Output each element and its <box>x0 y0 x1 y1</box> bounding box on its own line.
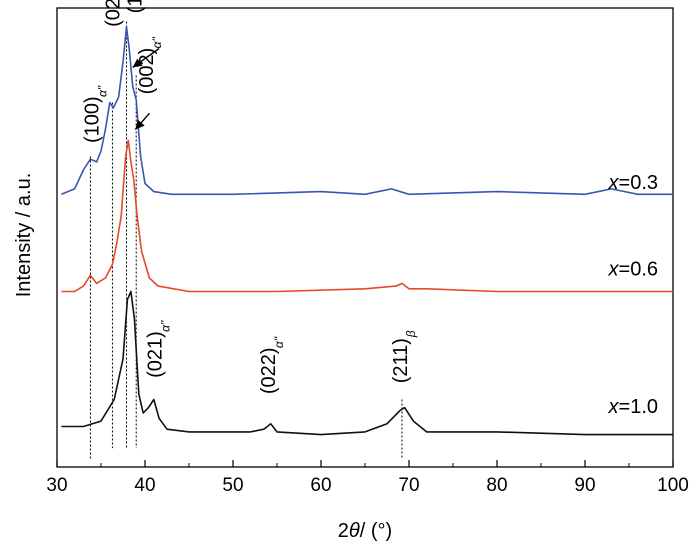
peak-label-text: (021) <box>145 331 167 378</box>
series-line <box>61 26 673 196</box>
y-axis-label: Intensity / a.u. <box>13 173 35 298</box>
peak-label-text: (100) <box>125 0 147 13</box>
x-tick-label: 90 <box>574 475 595 496</box>
series-label-value: =0.3 <box>619 172 658 194</box>
arrow-head <box>135 119 145 130</box>
series-labels: x=0.3x=0.6x=1.0 <box>608 172 658 418</box>
peak-label-text: (020) <box>103 0 125 27</box>
series-group <box>61 26 673 436</box>
peak-label-subscript: α" <box>159 320 173 332</box>
series-line <box>61 290 673 436</box>
x-tick-label: 40 <box>134 475 155 496</box>
series-label-value: =1.0 <box>619 396 658 418</box>
series-label-value: =0.6 <box>619 258 658 280</box>
peak-label-text: (022) <box>258 347 280 394</box>
peak-label-subscript: α" <box>150 37 164 49</box>
x-tick-label: 70 <box>398 475 419 496</box>
peak-label: (100)β <box>125 0 147 13</box>
peak-label-text: (211) <box>390 338 412 383</box>
series-label: x=0.3 <box>608 172 658 194</box>
x-ticks: 30 40 50 60 70 80 90 100 <box>46 460 689 496</box>
series-label-var: x <box>608 172 620 194</box>
x-tick-label: 30 <box>46 475 67 496</box>
peak-label: (211)β <box>390 330 418 383</box>
peak-label: (021)α" <box>145 320 173 378</box>
series-line <box>61 139 673 293</box>
peak-label: (100)α" <box>81 85 109 143</box>
x-axis-label-symbol: θ <box>349 520 360 542</box>
peak-label: (002)α" <box>136 37 164 95</box>
peak-label: (020)α" <box>103 0 125 27</box>
x-tick-label: 60 <box>310 475 331 496</box>
series-label: x=0.6 <box>608 258 658 280</box>
arrows <box>132 47 160 130</box>
x-axis-label: 2θ/ (°) <box>338 520 392 542</box>
series-label-var: x <box>608 396 620 418</box>
series-label: x=1.0 <box>608 396 658 418</box>
x-axis-label-prefix: 2 <box>338 520 349 542</box>
peak-label-subscript: α" <box>272 336 286 348</box>
x-tick-label: 100 <box>657 475 689 496</box>
peak-label-subscript: β <box>404 330 418 338</box>
peak-label-text: (002) <box>136 48 158 95</box>
arrow-head <box>132 58 143 68</box>
x-tick-label: 80 <box>486 475 507 496</box>
peak-label-subscript: α" <box>95 85 109 97</box>
peak-label: (022)α" <box>258 336 286 394</box>
peak-label-text: (100) <box>81 96 103 143</box>
series-label-var: x <box>608 258 620 280</box>
peak-labels: (100)α"(020)α"(100)β(002)α"(021)α"(022)α… <box>81 0 418 394</box>
x-tick-label: 50 <box>222 475 243 496</box>
x-axis-label-suffix: / (°) <box>360 520 392 542</box>
